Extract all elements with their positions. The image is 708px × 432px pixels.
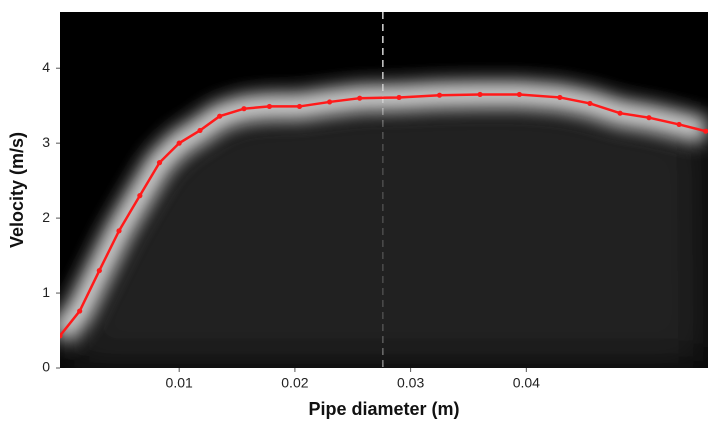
x-tick-label: 0.01 — [166, 375, 193, 391]
profile-point — [676, 121, 682, 128]
profile-point — [516, 91, 522, 98]
profile-point — [646, 115, 652, 121]
profile-point — [477, 91, 483, 98]
y-tick-label: 1 — [42, 284, 50, 300]
profile-point — [116, 228, 122, 234]
profile-point — [396, 94, 402, 101]
x-axis-label: Pipe diameter (m) — [308, 399, 459, 419]
y-tick-label: 4 — [42, 59, 50, 75]
profile-point — [197, 127, 203, 134]
profile-point — [176, 140, 182, 146]
profile-point — [557, 94, 563, 101]
profile-point — [60, 333, 63, 339]
profile-point — [357, 95, 363, 101]
profile-point — [156, 160, 163, 166]
profile-line — [60, 93, 706, 337]
profile-point — [266, 103, 273, 110]
profile-point — [436, 92, 443, 98]
y-tick-label: 0 — [42, 359, 50, 375]
plot-area — [60, 12, 708, 368]
y-tick-label: 3 — [42, 134, 50, 150]
x-tick-label: 0.04 — [513, 375, 540, 391]
y-axis-label: Velocity (m/s) — [7, 132, 27, 248]
profile-point — [587, 100, 593, 107]
x-tick-label: 0.03 — [397, 375, 424, 391]
profile-point — [241, 106, 247, 112]
profile-point — [617, 110, 623, 116]
profile-point — [137, 193, 143, 199]
y-tick-label: 2 — [42, 209, 50, 225]
x-tick-label: 0.02 — [281, 375, 308, 391]
profile-point — [96, 267, 102, 274]
profile-point — [703, 128, 708, 134]
profile-point — [77, 308, 83, 314]
profile-point — [327, 99, 333, 105]
profile-point — [217, 113, 223, 119]
intensity-haze — [60, 94, 708, 368]
profile-point — [296, 103, 303, 110]
